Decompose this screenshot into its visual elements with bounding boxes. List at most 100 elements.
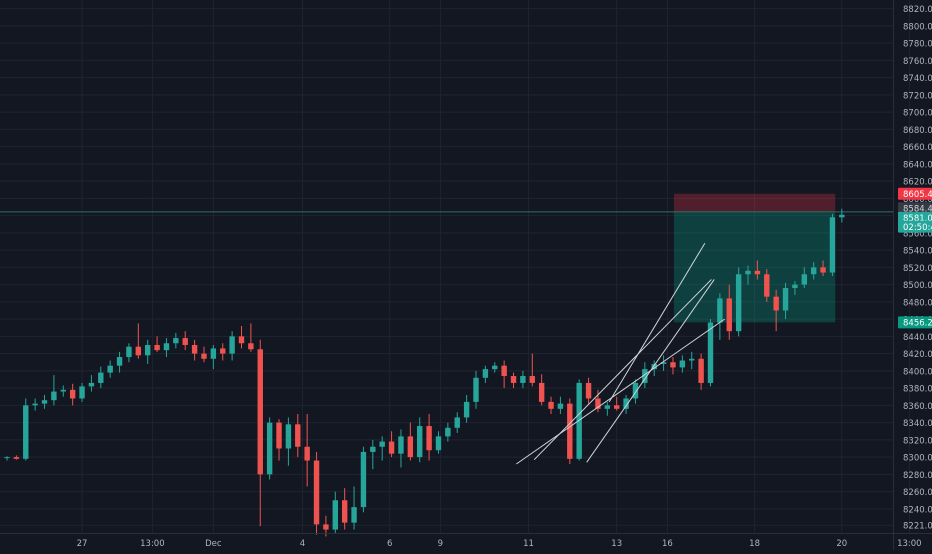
y-tick-label: 8420.0 (903, 350, 932, 360)
candle-down (510, 376, 517, 383)
candle-up (520, 376, 526, 383)
candle-up (51, 391, 57, 401)
trend-lines[interactable] (516, 242, 725, 465)
candle-up (801, 274, 807, 285)
y-tick-label: 8660.0 (903, 143, 932, 153)
candle-down (698, 358, 704, 383)
candle-down (764, 274, 770, 297)
candle-up (557, 403, 564, 409)
x-tick-label: 6 (387, 539, 392, 549)
trend-line (533, 279, 712, 461)
candle-down (407, 436, 414, 458)
candle-up (463, 401, 470, 418)
price-label: 8605.4 (898, 187, 932, 200)
candle-up (88, 382, 95, 387)
candle-up (398, 436, 404, 454)
x-tick-label: 9 (438, 539, 443, 549)
candle-down (567, 403, 573, 459)
stop-loss-zone (673, 193, 836, 212)
candle-up (707, 322, 714, 383)
candle-up (604, 405, 611, 409)
candle-up (360, 451, 367, 508)
candle-up (173, 338, 179, 344)
price-label-text: 8605.4 (903, 190, 932, 200)
candle-down (820, 267, 826, 273)
x-tick-label: 13 (611, 539, 622, 549)
y-tick-label: 8680.0 (903, 126, 932, 136)
candle-down (773, 296, 779, 311)
candles (4, 208, 845, 537)
candle-down (754, 270, 761, 275)
x-tick-label: 4 (300, 539, 305, 549)
candle-down (295, 424, 301, 447)
candle-down (670, 362, 676, 368)
y-tick-label: 8780.0 (903, 40, 932, 50)
candle-down (220, 348, 226, 354)
x-tick-label: 20 (836, 539, 847, 549)
candle-down (323, 524, 329, 530)
y-tick-label: 8820.0 (903, 5, 932, 15)
candle-up (266, 422, 273, 475)
price-label-text: 8456.2 (903, 319, 932, 329)
candle-up (60, 389, 66, 392)
candle-down (238, 336, 245, 344)
candle-up (285, 424, 292, 449)
x-tick-label: 27 (77, 539, 88, 549)
candle-up (41, 400, 48, 404)
candle-up (229, 336, 235, 354)
candle-down (614, 405, 620, 409)
candle-down (548, 401, 554, 409)
position-zones[interactable] (0, 193, 893, 323)
y-tick-label: 8480.0 (903, 298, 932, 308)
candle-up (473, 377, 479, 402)
candle-up (23, 405, 29, 459)
price-label-text: 8581.0 (903, 214, 932, 224)
y-tick-label: 8720.0 (903, 91, 932, 101)
candle-down (154, 344, 160, 351)
y-tick-label: 8240.0 (903, 505, 932, 515)
y-tick-label: 8260.0 (903, 488, 932, 498)
candle-down (585, 382, 592, 399)
candle-down (341, 500, 348, 523)
price-label-bg (898, 220, 932, 233)
candle-down (13, 457, 20, 459)
candle-up (735, 274, 742, 332)
trend-line (516, 318, 725, 465)
y-tick-label: 8640.0 (903, 160, 932, 170)
candle-up (839, 214, 845, 218)
candle-up (717, 298, 723, 323)
candle-down (726, 298, 732, 332)
candle-up (126, 346, 132, 358)
y-tick-label: 8300.0 (903, 454, 932, 464)
x-tick-label: Dec (205, 539, 222, 549)
candle-down (135, 346, 142, 356)
y-tick-label: 8800.0 (903, 22, 932, 32)
candle-down (388, 441, 395, 454)
candle-up (660, 362, 667, 364)
y-tick-label: 8560.0 (903, 229, 932, 239)
y-tick-label: 8280.0 (903, 471, 932, 481)
price-label-text: 02:50:43 (903, 223, 932, 233)
candle-down (304, 446, 310, 461)
candle-up (651, 363, 657, 370)
candle-up (632, 382, 639, 399)
price-label-text: 8584.4 (903, 204, 932, 214)
x-tick-label: 18 (749, 539, 760, 549)
price-label-bg (898, 202, 932, 215)
candle-up (782, 288, 789, 311)
candle-up (623, 398, 629, 409)
price-label: 8584.4 (898, 202, 932, 214)
y-tick-label: 8540.0 (903, 247, 932, 257)
candle-up (379, 441, 385, 447)
x-tick-label: 11 (523, 539, 534, 549)
y-tick-label: 8620.0 (903, 178, 932, 188)
candle-down (248, 343, 254, 350)
candle-up (679, 360, 686, 368)
trend-line (608, 242, 706, 403)
price-label-bg (898, 316, 932, 329)
candle-down (182, 338, 188, 345)
candle-up (145, 344, 151, 356)
price-label: 8456.2 (898, 316, 932, 329)
